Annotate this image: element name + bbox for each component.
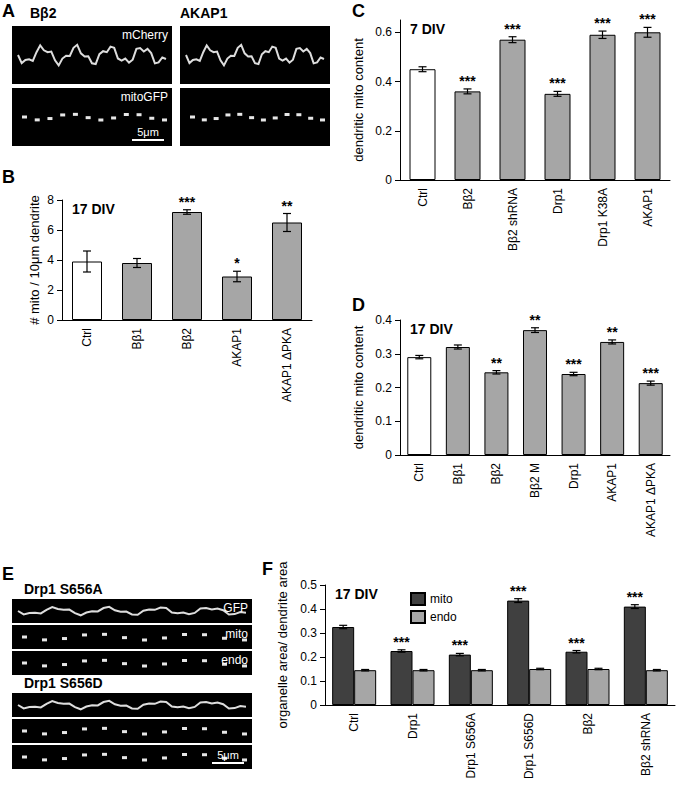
svg-text:A: A (2, 1, 15, 21)
svg-text:Drp1 S656A: Drp1 S656A (464, 713, 478, 778)
svg-text:Bβ2 shRNA: Bβ2 shRNA (639, 713, 653, 776)
svg-text:***: *** (568, 635, 585, 651)
svg-text:AKAP1: AKAP1 (230, 328, 244, 367)
svg-text:0.4: 0.4 (375, 75, 392, 89)
svg-text:**: ** (282, 198, 293, 214)
svg-text:AKAP1 ΔPKA: AKAP1 ΔPKA (280, 328, 294, 402)
svg-text:Bβ2: Bβ2 (489, 463, 503, 485)
svg-text:**: ** (607, 324, 618, 340)
svg-text:0: 0 (47, 313, 54, 327)
svg-text:mito: mito (430, 592, 453, 606)
svg-text:Drp1: Drp1 (551, 188, 565, 214)
svg-text:Drp1 K38A: Drp1 K38A (596, 188, 610, 247)
svg-text:***: *** (504, 21, 521, 37)
svg-text:8: 8 (47, 193, 54, 207)
svg-text:0.4: 0.4 (375, 313, 392, 327)
svg-text:dendritic mito content: dendritic mito content (351, 325, 366, 449)
svg-text:E: E (2, 564, 14, 584)
svg-text:endo: endo (430, 610, 457, 624)
svg-text:0.6: 0.6 (375, 25, 392, 39)
svg-text:0.2: 0.2 (375, 124, 392, 138)
svg-text:4: 4 (47, 253, 54, 267)
svg-text:Ctrl: Ctrl (347, 713, 361, 732)
svg-text:Drp1: Drp1 (406, 713, 420, 739)
svg-text:Drp1 S656D: Drp1 S656D (24, 675, 103, 691)
svg-text:Drp1 S656A: Drp1 S656A (24, 581, 103, 597)
svg-text:Bβ1: Bβ1 (451, 463, 465, 485)
svg-text:Ctrl: Ctrl (412, 463, 426, 482)
svg-text:0: 0 (310, 698, 317, 712)
svg-text:# mito / 10μm dendrite: # mito / 10μm dendrite (27, 195, 42, 325)
svg-text:Ctrl: Ctrl (80, 328, 94, 347)
svg-text:mitoGFP: mitoGFP (121, 90, 168, 104)
svg-text:0.2: 0.2 (300, 650, 317, 664)
svg-text:B: B (2, 167, 15, 187)
svg-text:AKAP1 ΔPKA: AKAP1 ΔPKA (644, 463, 658, 537)
svg-text:***: *** (459, 73, 476, 89)
svg-text:Drp1: Drp1 (567, 463, 581, 489)
svg-text:endo: endo (221, 653, 248, 667)
svg-text:organelle area/ dendrite area: organelle area/ dendrite area (275, 561, 290, 729)
svg-text:0.3: 0.3 (375, 347, 392, 361)
svg-text:AKAP1: AKAP1 (605, 463, 619, 502)
svg-text:0.5: 0.5 (300, 578, 317, 592)
svg-text:5μm: 5μm (217, 749, 239, 761)
svg-text:***: *** (643, 365, 660, 381)
svg-text:***: *** (565, 356, 582, 372)
svg-text:***: *** (639, 11, 656, 27)
svg-text:***: *** (452, 637, 469, 653)
svg-text:*: * (234, 255, 240, 271)
svg-text:Bβ2: Bβ2 (180, 328, 194, 350)
svg-text:2: 2 (47, 283, 54, 297)
svg-text:0: 0 (385, 173, 392, 187)
svg-text:5μm: 5μm (137, 126, 159, 138)
svg-text:F: F (262, 559, 273, 579)
svg-text:17 DIV: 17 DIV (410, 321, 453, 337)
svg-text:C: C (352, 1, 365, 21)
svg-text:Bβ2 M: Bβ2 M (528, 463, 542, 498)
svg-text:17 DIV: 17 DIV (72, 201, 115, 217)
svg-text:**: ** (491, 355, 502, 371)
svg-text:dendritic mito content: dendritic mito content (351, 38, 366, 162)
svg-text:0: 0 (385, 448, 392, 462)
svg-text:Bβ2: Bβ2 (30, 5, 57, 21)
svg-text:Drp1 S656D: Drp1 S656D (522, 713, 536, 779)
svg-text:AKAP1: AKAP1 (180, 5, 228, 21)
svg-text:Ctrl: Ctrl (416, 188, 430, 207)
svg-text:***: *** (510, 583, 527, 599)
svg-text:17 DIV: 17 DIV (335, 586, 378, 602)
svg-text:Bβ1: Bβ1 (130, 328, 144, 350)
svg-text:***: *** (179, 194, 196, 210)
svg-text:6: 6 (47, 223, 54, 237)
svg-text:***: *** (627, 589, 644, 605)
svg-text:***: *** (393, 634, 410, 650)
svg-text:***: *** (594, 15, 611, 31)
svg-text:Bβ2: Bβ2 (461, 188, 475, 210)
svg-text:***: *** (549, 75, 566, 91)
svg-text:**: ** (530, 312, 541, 328)
svg-text:AKAP1: AKAP1 (641, 188, 655, 227)
svg-text:0.1: 0.1 (375, 414, 392, 428)
svg-text:Bβ2 shRNA: Bβ2 shRNA (506, 188, 520, 251)
svg-text:0.3: 0.3 (300, 626, 317, 640)
svg-text:GFP: GFP (223, 601, 248, 615)
svg-text:mito: mito (225, 627, 248, 641)
svg-text:D: D (352, 295, 365, 315)
svg-text:0.4: 0.4 (300, 602, 317, 616)
svg-text:7 DIV: 7 DIV (410, 21, 446, 37)
svg-text:mCherry: mCherry (122, 28, 168, 42)
svg-text:0.1: 0.1 (300, 674, 317, 688)
svg-text:0.2: 0.2 (375, 381, 392, 395)
svg-text:Bβ2: Bβ2 (581, 713, 595, 735)
